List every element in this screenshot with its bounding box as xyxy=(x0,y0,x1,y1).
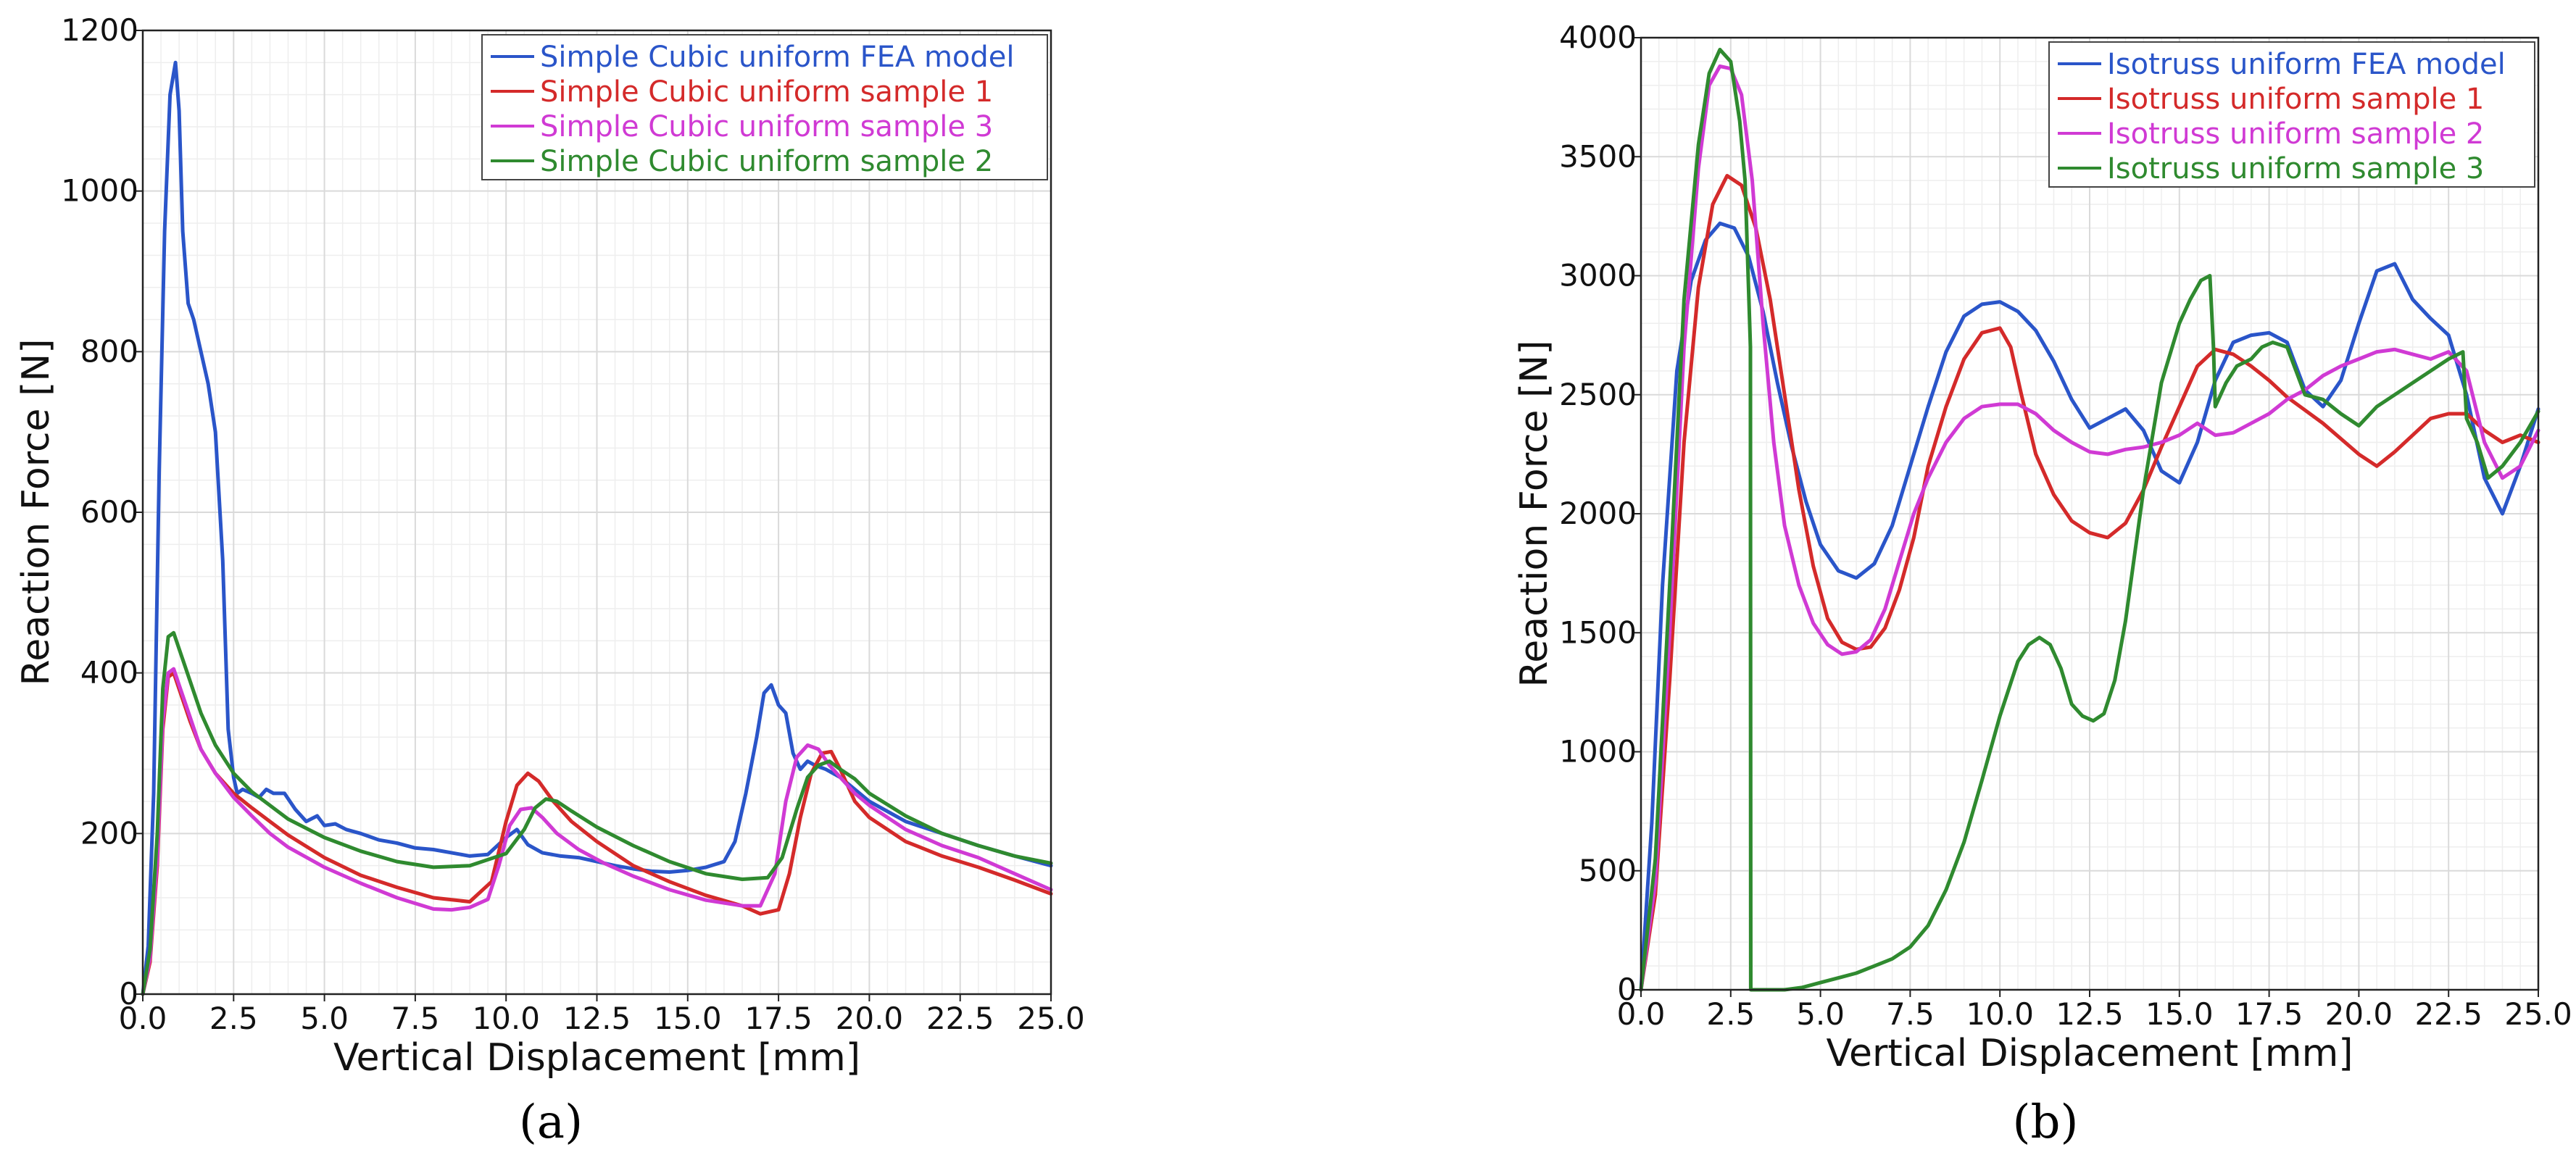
x-tick-label: 25.0 xyxy=(2504,996,2572,1032)
x-axis-label: Vertical Displacement [mm] xyxy=(1826,1032,2353,1075)
y-tick-label: 3500 xyxy=(1559,138,1637,174)
x-tick-label: 5.0 xyxy=(1796,996,1845,1032)
x-axis-label: Vertical Displacement [mm] xyxy=(333,1036,860,1080)
x-tick-label: 2.5 xyxy=(209,1001,258,1036)
y-tick-label: 1500 xyxy=(1559,614,1637,650)
legend-label-3: Simple Cubic uniform sample 3 xyxy=(540,110,993,143)
x-tick-label: 15.0 xyxy=(654,1001,722,1036)
series-line-2 xyxy=(1639,174,2540,992)
x-tick-label: 12.5 xyxy=(2056,996,2124,1032)
x-tick-label: 0.0 xyxy=(119,1001,167,1036)
x-tick-label: 15.0 xyxy=(2145,996,2214,1032)
series-line-4 xyxy=(141,630,1053,996)
y-tick-label: 600 xyxy=(80,494,138,530)
y-tick-label: 1200 xyxy=(61,12,138,48)
series-line-1 xyxy=(141,60,1053,996)
legend-label-4: Simple Cubic uniform sample 2 xyxy=(540,145,993,178)
legend-label-4: Isotruss uniform sample 3 xyxy=(2107,152,2484,185)
y-tick-label: 800 xyxy=(80,333,138,369)
y-axis-label: Reaction Force [N] xyxy=(1513,340,1556,687)
series-line-3 xyxy=(1639,64,2540,992)
y-tick-label: 200 xyxy=(80,815,138,851)
x-tick-label: 17.5 xyxy=(744,1001,813,1036)
x-tick-label: 22.5 xyxy=(2414,996,2482,1032)
x-tick-label: 7.5 xyxy=(391,1001,440,1036)
y-tick-label: 500 xyxy=(1579,853,1637,888)
legend-box xyxy=(2048,41,2535,188)
y-tick-label: 0 xyxy=(119,976,138,1012)
legend-label-2: Isotruss uniform sample 1 xyxy=(2107,83,2484,116)
chart-b: 0.0 2.5 5.0 7.5 10.0 12.5 15.0 17.5 20.0 22.5 25.0… xyxy=(1513,20,2572,1075)
y-tick-label: 2000 xyxy=(1559,496,1637,531)
y-axis-label: Reaction Force [N] xyxy=(14,338,58,685)
legend-label-1: Simple Cubic uniform FEA model xyxy=(540,41,1015,74)
y-tick-label: 4000 xyxy=(1559,20,1637,55)
x-tick-label: 12.5 xyxy=(563,1001,631,1036)
x-tick-label: 10.0 xyxy=(1966,996,2034,1032)
y-tick-label: 1000 xyxy=(1559,734,1637,770)
x-tick-label: 7.5 xyxy=(1886,996,1935,1032)
x-tick-label: 25.0 xyxy=(1017,1001,1085,1036)
y-tick-label: 0 xyxy=(1617,972,1637,1007)
x-tick-label: 17.5 xyxy=(2235,996,2303,1032)
x-tick-label: 20.0 xyxy=(2325,996,2393,1032)
x-tick-label: 0.0 xyxy=(1617,996,1666,1032)
legend-box xyxy=(481,34,1048,180)
y-tick-label: 3000 xyxy=(1559,258,1637,293)
legend-label-1: Isotruss uniform FEA model xyxy=(2107,48,2506,81)
x-tick-label: 5.0 xyxy=(300,1001,349,1036)
panel-label-a: (a) xyxy=(518,1096,583,1149)
y-tick-label: 1000 xyxy=(61,173,138,209)
x-tick-label: 22.5 xyxy=(926,1001,994,1036)
series-line-3 xyxy=(141,667,1053,996)
legend-label-2: Simple Cubic uniform sample 1 xyxy=(540,75,993,109)
y-tick-label: 2500 xyxy=(1559,377,1637,412)
chart-a: 0.0 2.5 5.0 7.5 10.0 12.5 15.0 17.5 20.0 22.5 25.0… xyxy=(14,12,1085,1080)
x-tick-label: 2.5 xyxy=(1706,996,1755,1032)
x-tick-label: 20.0 xyxy=(836,1001,904,1036)
panel-label-b: (b) xyxy=(2012,1096,2079,1149)
x-tick-label: 10.0 xyxy=(472,1001,540,1036)
legend-label-3: Isotruss uniform sample 2 xyxy=(2107,117,2484,151)
y-tick-label: 400 xyxy=(80,655,138,691)
